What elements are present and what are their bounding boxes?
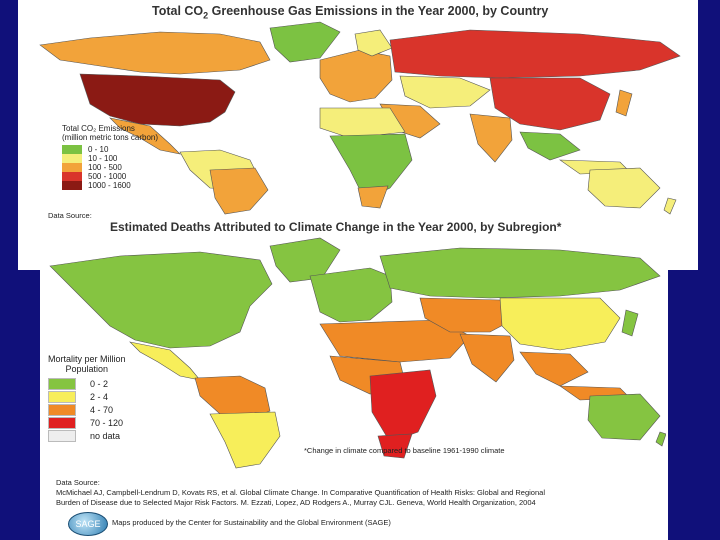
mortality-world-map (49, 237, 666, 469)
co2-legend: Total CO₂ Emissions (million metric tons… (62, 124, 158, 190)
russia (389, 29, 681, 79)
europe (319, 49, 393, 103)
mexico-central-america (109, 117, 181, 155)
australia (587, 393, 661, 441)
co2-data-source-label: Data Source: (48, 211, 92, 220)
citation-line-1: McMichael AJ, Campbell-Lendrum D, Kovats… (56, 488, 545, 497)
legend-swatch (48, 403, 76, 416)
south-america-north (194, 375, 271, 419)
greenland (269, 21, 341, 63)
canada (39, 31, 271, 75)
co2-legend-item: 10 - 100 (62, 154, 158, 163)
mexico-central-america (129, 341, 201, 381)
mortality-legend-title: Mortality per Million Population (48, 354, 126, 374)
co2-world-map (39, 21, 681, 215)
africa-north (319, 107, 406, 139)
usa (79, 73, 236, 127)
sage-credit: Maps produced by the Center for Sustaina… (112, 518, 391, 527)
scandinavia (354, 29, 393, 57)
co2-legend-item: 1000 - 1600 (62, 181, 158, 190)
africa-east-south-central (369, 369, 437, 443)
mortality-data-source-label: Data Source: (56, 478, 100, 487)
china (489, 77, 611, 131)
mortality-legend-item: no data (48, 429, 126, 442)
mortality-legend-item: 0 - 2 (48, 377, 126, 390)
sage-logo: SAGE (68, 512, 108, 536)
southeast-asia (519, 351, 589, 387)
legend-swatch (62, 154, 82, 163)
africa-central (329, 133, 413, 201)
mortality-legend-item: 2 - 4 (48, 390, 126, 403)
mortality-legend: Mortality per Million Population 0 - 2 2… (48, 354, 126, 442)
legend-swatch (48, 416, 76, 429)
legend-swatch (62, 172, 82, 181)
india (469, 113, 513, 163)
southeast-asia (519, 131, 581, 161)
co2-legend-item: 0 - 10 (62, 145, 158, 154)
japan (615, 89, 633, 117)
legend-swatch (62, 163, 82, 172)
southern-africa (377, 433, 413, 459)
legend-swatch (62, 145, 82, 154)
legend-swatch (62, 181, 82, 190)
co2-map-title: Total CO2 Greenhouse Gas Emissions in th… (152, 4, 549, 21)
australia (587, 167, 661, 209)
south-asia (459, 333, 515, 383)
co2-legend-title: Total CO₂ Emissions (million metric tons… (62, 124, 159, 142)
south-africa (357, 185, 389, 209)
europe (309, 267, 393, 323)
mortality-map-title: Estimated Deaths Attributed to Climate C… (110, 220, 562, 234)
climate-baseline-footnote: *Change in climate compared to baseline … (304, 446, 505, 455)
south-america-south (209, 411, 281, 469)
citation-line-2: Burden of Disease due to Selected Major … (56, 498, 536, 507)
china (499, 297, 621, 351)
new-zealand (663, 197, 677, 215)
new-zealand (655, 431, 666, 447)
co2-legend-item: 100 - 500 (62, 163, 158, 172)
co2-legend-item: 500 - 1000 (62, 172, 158, 181)
legend-swatch (48, 429, 76, 442)
brazil (209, 167, 269, 215)
north-america (49, 251, 273, 349)
mortality-legend-item: 70 - 120 (48, 416, 126, 429)
russia (379, 247, 661, 299)
legend-swatch (48, 390, 76, 403)
central-asia (399, 75, 491, 109)
mortality-legend-item: 4 - 70 (48, 403, 126, 416)
japan (621, 309, 639, 337)
legend-swatch (48, 377, 76, 390)
